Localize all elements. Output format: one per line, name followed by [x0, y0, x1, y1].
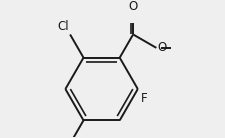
Text: O: O — [128, 0, 137, 13]
Text: Cl: Cl — [57, 20, 68, 33]
Text: F: F — [141, 92, 147, 105]
Text: O: O — [157, 41, 166, 54]
